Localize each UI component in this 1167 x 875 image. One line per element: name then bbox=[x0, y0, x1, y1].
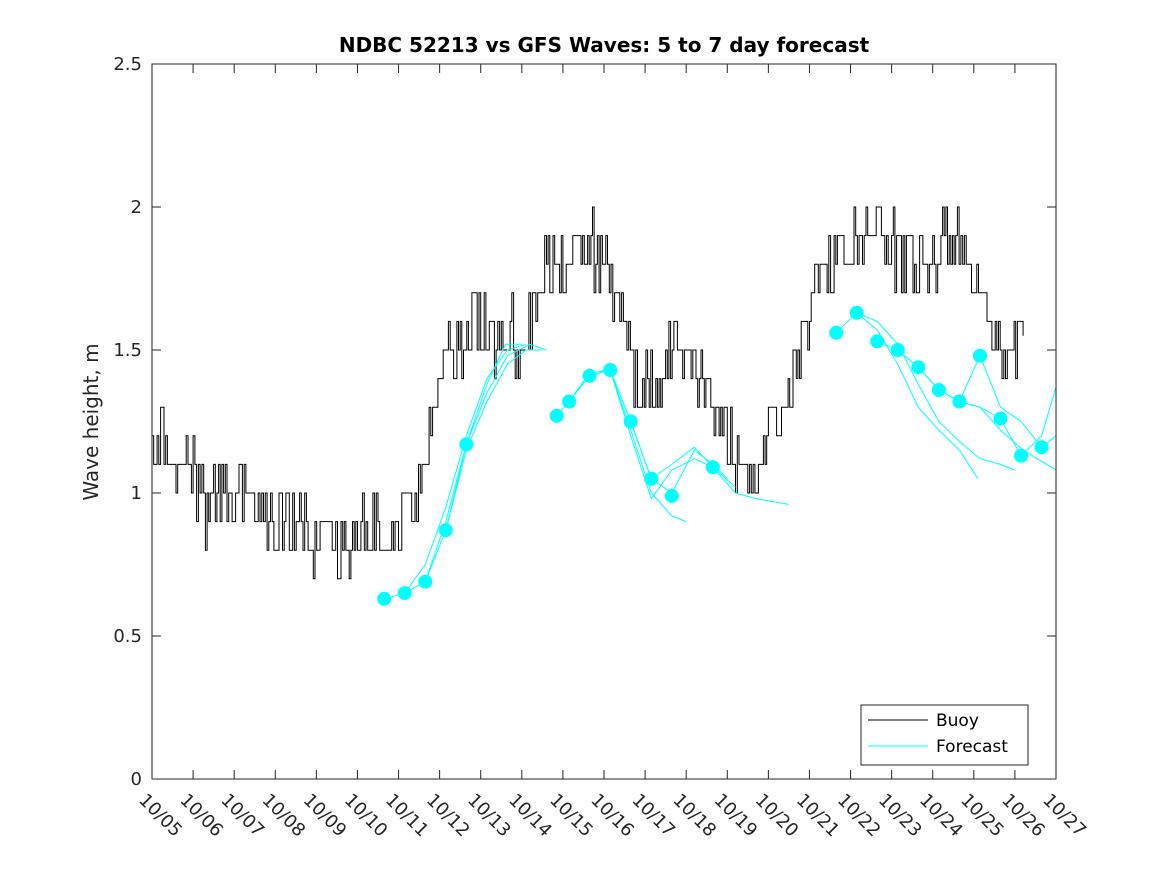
legend-buoy-label: Buoy bbox=[936, 711, 979, 731]
forecast-marker-19 bbox=[931, 383, 946, 397]
forecast-marker-18 bbox=[911, 360, 926, 375]
y-tick-label: 0 bbox=[131, 769, 142, 790]
forecast-marker-4 bbox=[438, 523, 453, 538]
forecast-line-2 bbox=[404, 343, 547, 594]
forecast-line-8 bbox=[609, 369, 789, 505]
legend-forecast-label: Forecast bbox=[936, 737, 1008, 757]
forecast-marker-6 bbox=[549, 408, 564, 423]
y-tick-label: 2.5 bbox=[113, 54, 142, 75]
forecast-marker-11 bbox=[644, 471, 659, 486]
forecast-marker-23 bbox=[1014, 448, 1029, 463]
forecast-marker-10 bbox=[623, 414, 638, 429]
forecast-marker-12 bbox=[664, 488, 679, 503]
forecast-marker-2 bbox=[397, 586, 412, 601]
forecast-marker-3 bbox=[418, 574, 433, 589]
y-axis-label: Wave height, m bbox=[79, 343, 103, 500]
y-tick-label: 2 bbox=[131, 197, 142, 218]
y-tick-label: 0.5 bbox=[113, 626, 142, 647]
forecast-marker-24 bbox=[1034, 440, 1049, 455]
forecast-marker-17 bbox=[890, 343, 905, 357]
forecast-marker-13 bbox=[705, 460, 720, 475]
forecast-marker-7 bbox=[562, 394, 577, 409]
forecast-marker-21 bbox=[973, 348, 987, 363]
buoy-series-line bbox=[152, 206, 1024, 580]
legend-box bbox=[860, 704, 1029, 766]
y-tick-label: 1.5 bbox=[113, 340, 142, 361]
forecast-marker-8 bbox=[582, 368, 597, 383]
forecast-marker-14 bbox=[829, 325, 844, 340]
forecast-line-10 bbox=[856, 312, 1016, 471]
forecast-marker-5 bbox=[459, 437, 474, 452]
forecast-marker-1 bbox=[377, 591, 392, 606]
forecast-marker-22 bbox=[993, 411, 1008, 426]
chart-title: NDBC 52213 vs GFS Waves: 5 to 7 day fore… bbox=[339, 33, 870, 57]
y-tick-label: 1 bbox=[131, 483, 142, 504]
forecast-marker-16 bbox=[870, 334, 885, 349]
forecast-marker-15 bbox=[849, 305, 864, 320]
forecast-marker-9 bbox=[603, 363, 618, 377]
forecast-marker-20 bbox=[952, 394, 967, 409]
forecast-line-4 bbox=[445, 343, 522, 531]
legend: Buoy Forecast bbox=[860, 704, 1029, 766]
